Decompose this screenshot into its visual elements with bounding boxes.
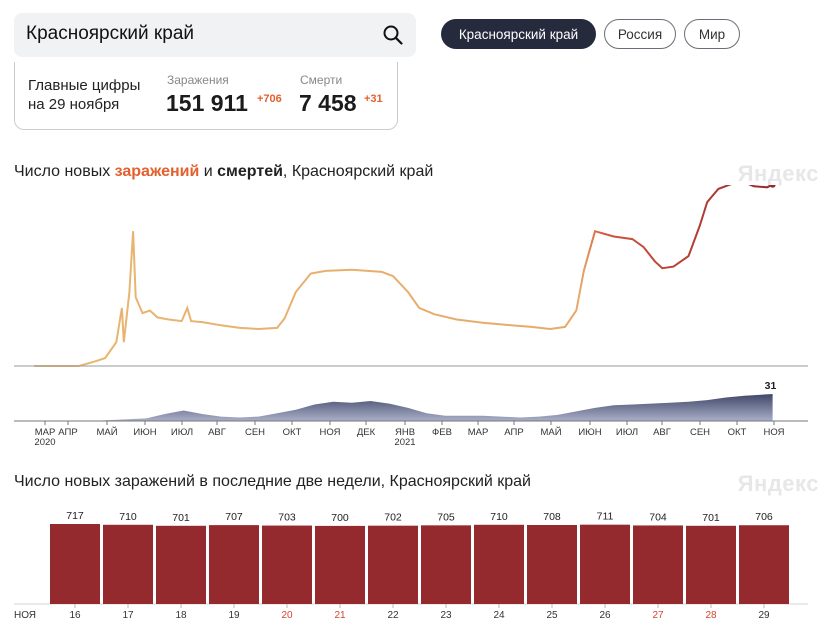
bar-value-label: 707 [225,511,243,523]
search-bar[interactable]: Красноярский край [14,13,416,57]
bar-value-label: 708 [543,511,561,523]
bar [209,525,259,604]
bar [103,524,153,604]
x-tick-label: МАР [35,427,56,438]
bar-category-label: 28 [705,610,717,621]
x-tick-label: АВГ [208,427,226,438]
bar-value-label: 701 [172,512,190,524]
x-tick-label: НОЯ [320,427,341,438]
x-tick-label: МАЙ [96,426,117,438]
bar-category-label: 21 [334,610,346,621]
bar-category-label: 25 [546,610,558,621]
deaths-delta: +31 [364,93,383,105]
title-part-prefix: Число новых [14,163,115,180]
x-tick-label: АПР [504,427,523,438]
x-tick-label: ИЮЛ [171,427,193,438]
bar-category-label: 17 [122,610,134,621]
chart-title-two-weeks: Число новых заражений в последние две не… [14,473,531,490]
bar [315,525,365,604]
yandex-watermark: Яндекс [737,161,819,186]
bar [156,525,206,604]
bar [580,524,630,604]
bar-category-label: 19 [228,610,240,621]
yandex-watermark-2: Яндекс [737,471,819,496]
deaths-series-area [34,394,773,421]
infections-delta: +706 [257,93,282,105]
bar-value-label: 710 [119,511,137,523]
infections-point-marker [769,185,776,188]
x-tick-label: НОЯ [764,427,785,438]
deaths-value: 7 458 [299,90,357,116]
x-tick-label: АВГ [653,427,671,438]
search-input[interactable]: Красноярский край [26,23,194,44]
x-tick-label: ОКТ [728,427,747,438]
x-tick-label: МАЙ [540,426,561,438]
x-tick-label: СЕН [245,427,265,438]
bar [686,525,736,604]
bar [50,524,100,604]
x-tick-label: ОКТ [283,427,302,438]
summary-title: Главные цифры на 29 ноября [28,77,141,113]
bar-category-label: 22 [387,610,399,621]
bar-value-label: 706 [755,511,773,523]
year-label: 2020 [34,437,55,448]
bar-value-label: 717 [66,510,84,522]
bar [474,524,524,604]
bar-category-label: 29 [758,610,770,621]
bar-value-label: 705 [437,511,455,523]
x-tick-label: СЕН [690,427,710,438]
year-label: 2021 [394,437,415,448]
bar-value-label: 704 [649,511,667,523]
bar-value-label: 702 [384,512,402,524]
bar [633,525,683,604]
bar [262,525,312,604]
deaths-label: Смерти [300,73,343,87]
summary-card: Главные цифры на 29 ноября Заражения 151… [14,62,398,130]
title-part-and: и [199,163,218,180]
two-weeks-bar-chart: НОЯ 717 16 710 17 701 18 707 19 703 20 700 21 702 22 70… [14,510,808,621]
bar-category-label: 23 [440,610,452,621]
deaths-data-label: 31 [765,380,777,392]
bar-value-label: 711 [597,511,614,523]
infections-value: 151 911 [166,90,248,116]
bar [739,525,789,604]
x-tick-label: ДЕК [357,427,376,438]
x-tick-label: ФЕВ [432,427,452,438]
bar-month-label: НОЯ [14,610,36,621]
bar [368,525,418,604]
bar-value-label: 701 [702,512,720,524]
bar-category-label: 18 [175,610,187,621]
tab-world[interactable]: Мир [684,19,740,49]
bar-value-label: 700 [331,512,349,524]
chart-title-cases-deaths: Число новых заражений и смертей, Красноя… [14,163,433,181]
x-tick-label: ИЮН [133,427,156,438]
x-tick-label: ИЮЛ [616,427,638,438]
bar-category-label: 16 [69,610,81,621]
x-tick-label: АПР [58,427,77,438]
bar-category-label: 24 [493,610,505,621]
title-part-deaths: смертей [217,163,283,180]
x-tick-label: ИЮН [578,427,601,438]
bar-value-label: 710 [490,511,508,523]
tab-krasnoyarsk[interactable]: Красноярский край [441,19,596,49]
bar-category-label: 20 [281,610,293,621]
bar-value-label: 703 [278,512,296,524]
bar-category-label: 27 [652,610,664,621]
bar [527,525,577,604]
title-part-infections: заражений [114,163,200,180]
cases-deaths-chart: 74070631 МАРАПРМАЙИЮНИЮЛАВГСЕНОКТНОЯДЕКЯ… [14,185,808,448]
bar [421,525,471,604]
tab-russia[interactable]: Россия [604,19,676,49]
infections-label: Заражения [167,73,229,87]
bar-category-label: 26 [599,610,611,621]
x-tick-label: ЯНВ [395,427,415,438]
search-icon[interactable] [382,24,404,51]
infections-series-line [34,185,774,367]
x-tick-label: МАР [468,427,489,438]
title-part-region: , Красноярский край [282,163,434,180]
